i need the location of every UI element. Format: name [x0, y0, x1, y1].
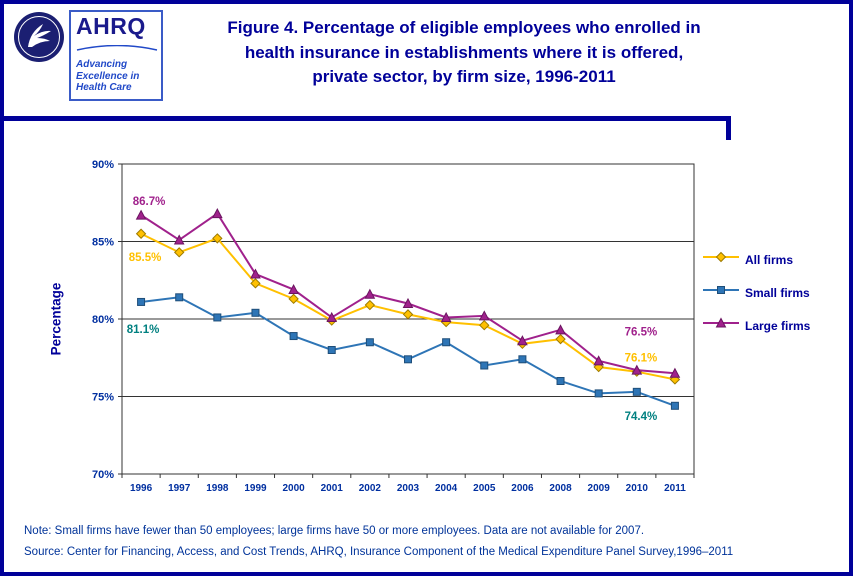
svg-text:2009: 2009	[588, 483, 611, 494]
svg-text:2000: 2000	[282, 483, 305, 494]
svg-text:1997: 1997	[168, 483, 191, 494]
figure-title-line: Figure 4. Percentage of eligible employe…	[227, 18, 701, 37]
ahrq-tagline: Advancing Excellence in Health Care	[76, 59, 156, 94]
note-text: Note: Small firms have fewer than 50 emp…	[24, 525, 645, 537]
svg-text:2002: 2002	[359, 483, 382, 494]
svg-text:90%: 90%	[92, 159, 114, 171]
ahrq-tagline-line: Excellence in	[76, 70, 140, 82]
svg-text:2011: 2011	[664, 483, 686, 494]
legend-label: All firms	[745, 252, 794, 267]
ahrq-wordmark: AHRQ	[76, 13, 146, 39]
logo-area: AHRQ Advancing Excellence in Health Care	[12, 10, 163, 101]
ahrq-tagline-line: Advancing	[76, 59, 128, 70]
legend-marker	[702, 283, 740, 302]
footnotes: Note: Small firms have fewer than 50 emp…	[24, 521, 733, 564]
legend-marker	[702, 316, 740, 335]
svg-text:1996: 1996	[130, 483, 153, 494]
svg-text:1998: 1998	[206, 483, 229, 494]
line-chart: 70% 75% 80% 85% 90% 1996 1997 1998 1999 2000 2001 2…	[92, 159, 695, 494]
ahrq-tagline-line: Health Care	[76, 82, 132, 93]
hhs-logo	[14, 12, 64, 62]
header-divider-corner	[726, 116, 731, 140]
legend-item-small-firms: Small firms	[702, 283, 810, 302]
legend-label: Large firms	[745, 318, 811, 333]
svg-text:2003: 2003	[397, 483, 420, 494]
ahrq-swoosh	[76, 44, 158, 51]
svg-text:2006: 2006	[511, 483, 534, 494]
svg-text:76.5%: 76.5%	[625, 326, 658, 338]
svg-text:85.5%: 85.5%	[129, 252, 162, 264]
svg-text:81.1%: 81.1%	[127, 324, 160, 336]
svg-text:2008: 2008	[549, 483, 572, 494]
svg-text:80%: 80%	[92, 314, 114, 326]
svg-text:74.4%: 74.4%	[625, 411, 658, 423]
svg-text:1999: 1999	[244, 483, 267, 494]
svg-text:70%: 70%	[92, 469, 114, 481]
svg-text:2005: 2005	[473, 483, 496, 494]
y-axis-title: Percentage	[48, 282, 64, 356]
svg-text:2010: 2010	[626, 483, 649, 494]
legend-item-large-firms: Large firms	[702, 316, 810, 335]
figure-title: Figure 4. Percentage of eligible employe…	[184, 16, 744, 90]
svg-text:85%: 85%	[92, 237, 114, 249]
legend-label: Small firms	[745, 285, 810, 300]
source-text: Source: Center for Financing, Access, an…	[24, 546, 734, 559]
svg-text:76.1%: 76.1%	[625, 352, 658, 364]
legend-item-all-firms: All firms	[702, 250, 810, 269]
figure-title-line: private sector, by firm size, 1996-2011	[312, 67, 616, 87]
legend: All firms Small firms Large firms	[702, 250, 810, 349]
ahrq-logo: AHRQ Advancing Excellence in Health Care	[69, 10, 163, 101]
legend-marker	[702, 250, 740, 269]
figure-title-line: health insurance in establishments where…	[244, 42, 684, 62]
svg-text:2004: 2004	[435, 483, 458, 494]
svg-text:2001: 2001	[321, 483, 344, 494]
header-divider	[4, 116, 731, 121]
svg-text:86.7%: 86.7%	[133, 196, 166, 208]
svg-text:75%: 75%	[92, 392, 114, 404]
